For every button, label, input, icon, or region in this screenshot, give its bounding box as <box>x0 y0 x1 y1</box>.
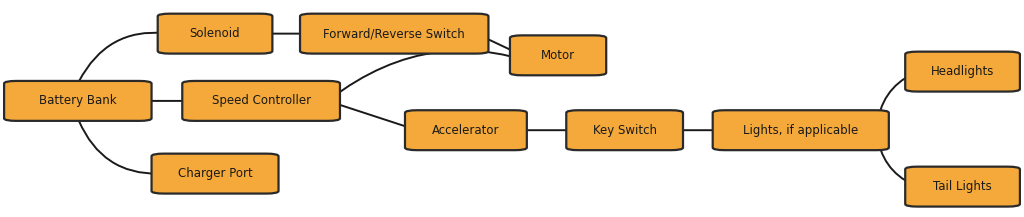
FancyBboxPatch shape <box>905 52 1020 92</box>
Text: Tail Lights: Tail Lights <box>933 180 992 193</box>
Text: Headlights: Headlights <box>931 65 994 78</box>
FancyBboxPatch shape <box>158 14 272 54</box>
FancyBboxPatch shape <box>566 110 683 150</box>
FancyBboxPatch shape <box>182 81 340 121</box>
Text: Speed Controller: Speed Controller <box>212 94 310 107</box>
Text: Key Switch: Key Switch <box>593 124 656 137</box>
Text: Solenoid: Solenoid <box>189 27 241 40</box>
FancyBboxPatch shape <box>905 167 1020 207</box>
FancyBboxPatch shape <box>406 110 526 150</box>
Text: Battery Bank: Battery Bank <box>39 94 117 107</box>
FancyBboxPatch shape <box>713 110 889 150</box>
FancyBboxPatch shape <box>510 35 606 75</box>
FancyBboxPatch shape <box>4 81 152 121</box>
Text: Forward/Reverse Switch: Forward/Reverse Switch <box>324 27 465 40</box>
FancyBboxPatch shape <box>300 14 488 54</box>
Text: Lights, if applicable: Lights, if applicable <box>743 124 858 137</box>
Text: Charger Port: Charger Port <box>178 167 252 180</box>
Text: Accelerator: Accelerator <box>432 124 500 137</box>
FancyBboxPatch shape <box>152 154 279 194</box>
Text: Motor: Motor <box>541 49 575 62</box>
